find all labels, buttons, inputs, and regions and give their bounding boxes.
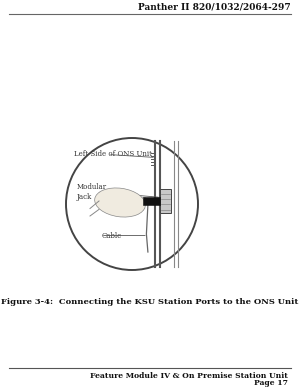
Ellipse shape — [95, 188, 145, 217]
Text: Modular
Jack: Modular Jack — [76, 183, 106, 200]
Bar — [160, 189, 171, 213]
Text: Panther II 820/1032/2064-297: Panther II 820/1032/2064-297 — [138, 2, 291, 11]
Text: Page 17: Page 17 — [254, 379, 288, 386]
Bar — [143, 197, 160, 205]
Text: Left Side of ONS Unit: Left Side of ONS Unit — [74, 151, 152, 158]
Text: Figure 3-4:  Connecting the KSU Station Ports to the ONS Unit: Figure 3-4: Connecting the KSU Station P… — [1, 298, 299, 305]
Text: Feature Module IV & On Premise Station Unit: Feature Module IV & On Premise Station U… — [90, 372, 288, 380]
Text: Cable: Cable — [102, 232, 122, 239]
